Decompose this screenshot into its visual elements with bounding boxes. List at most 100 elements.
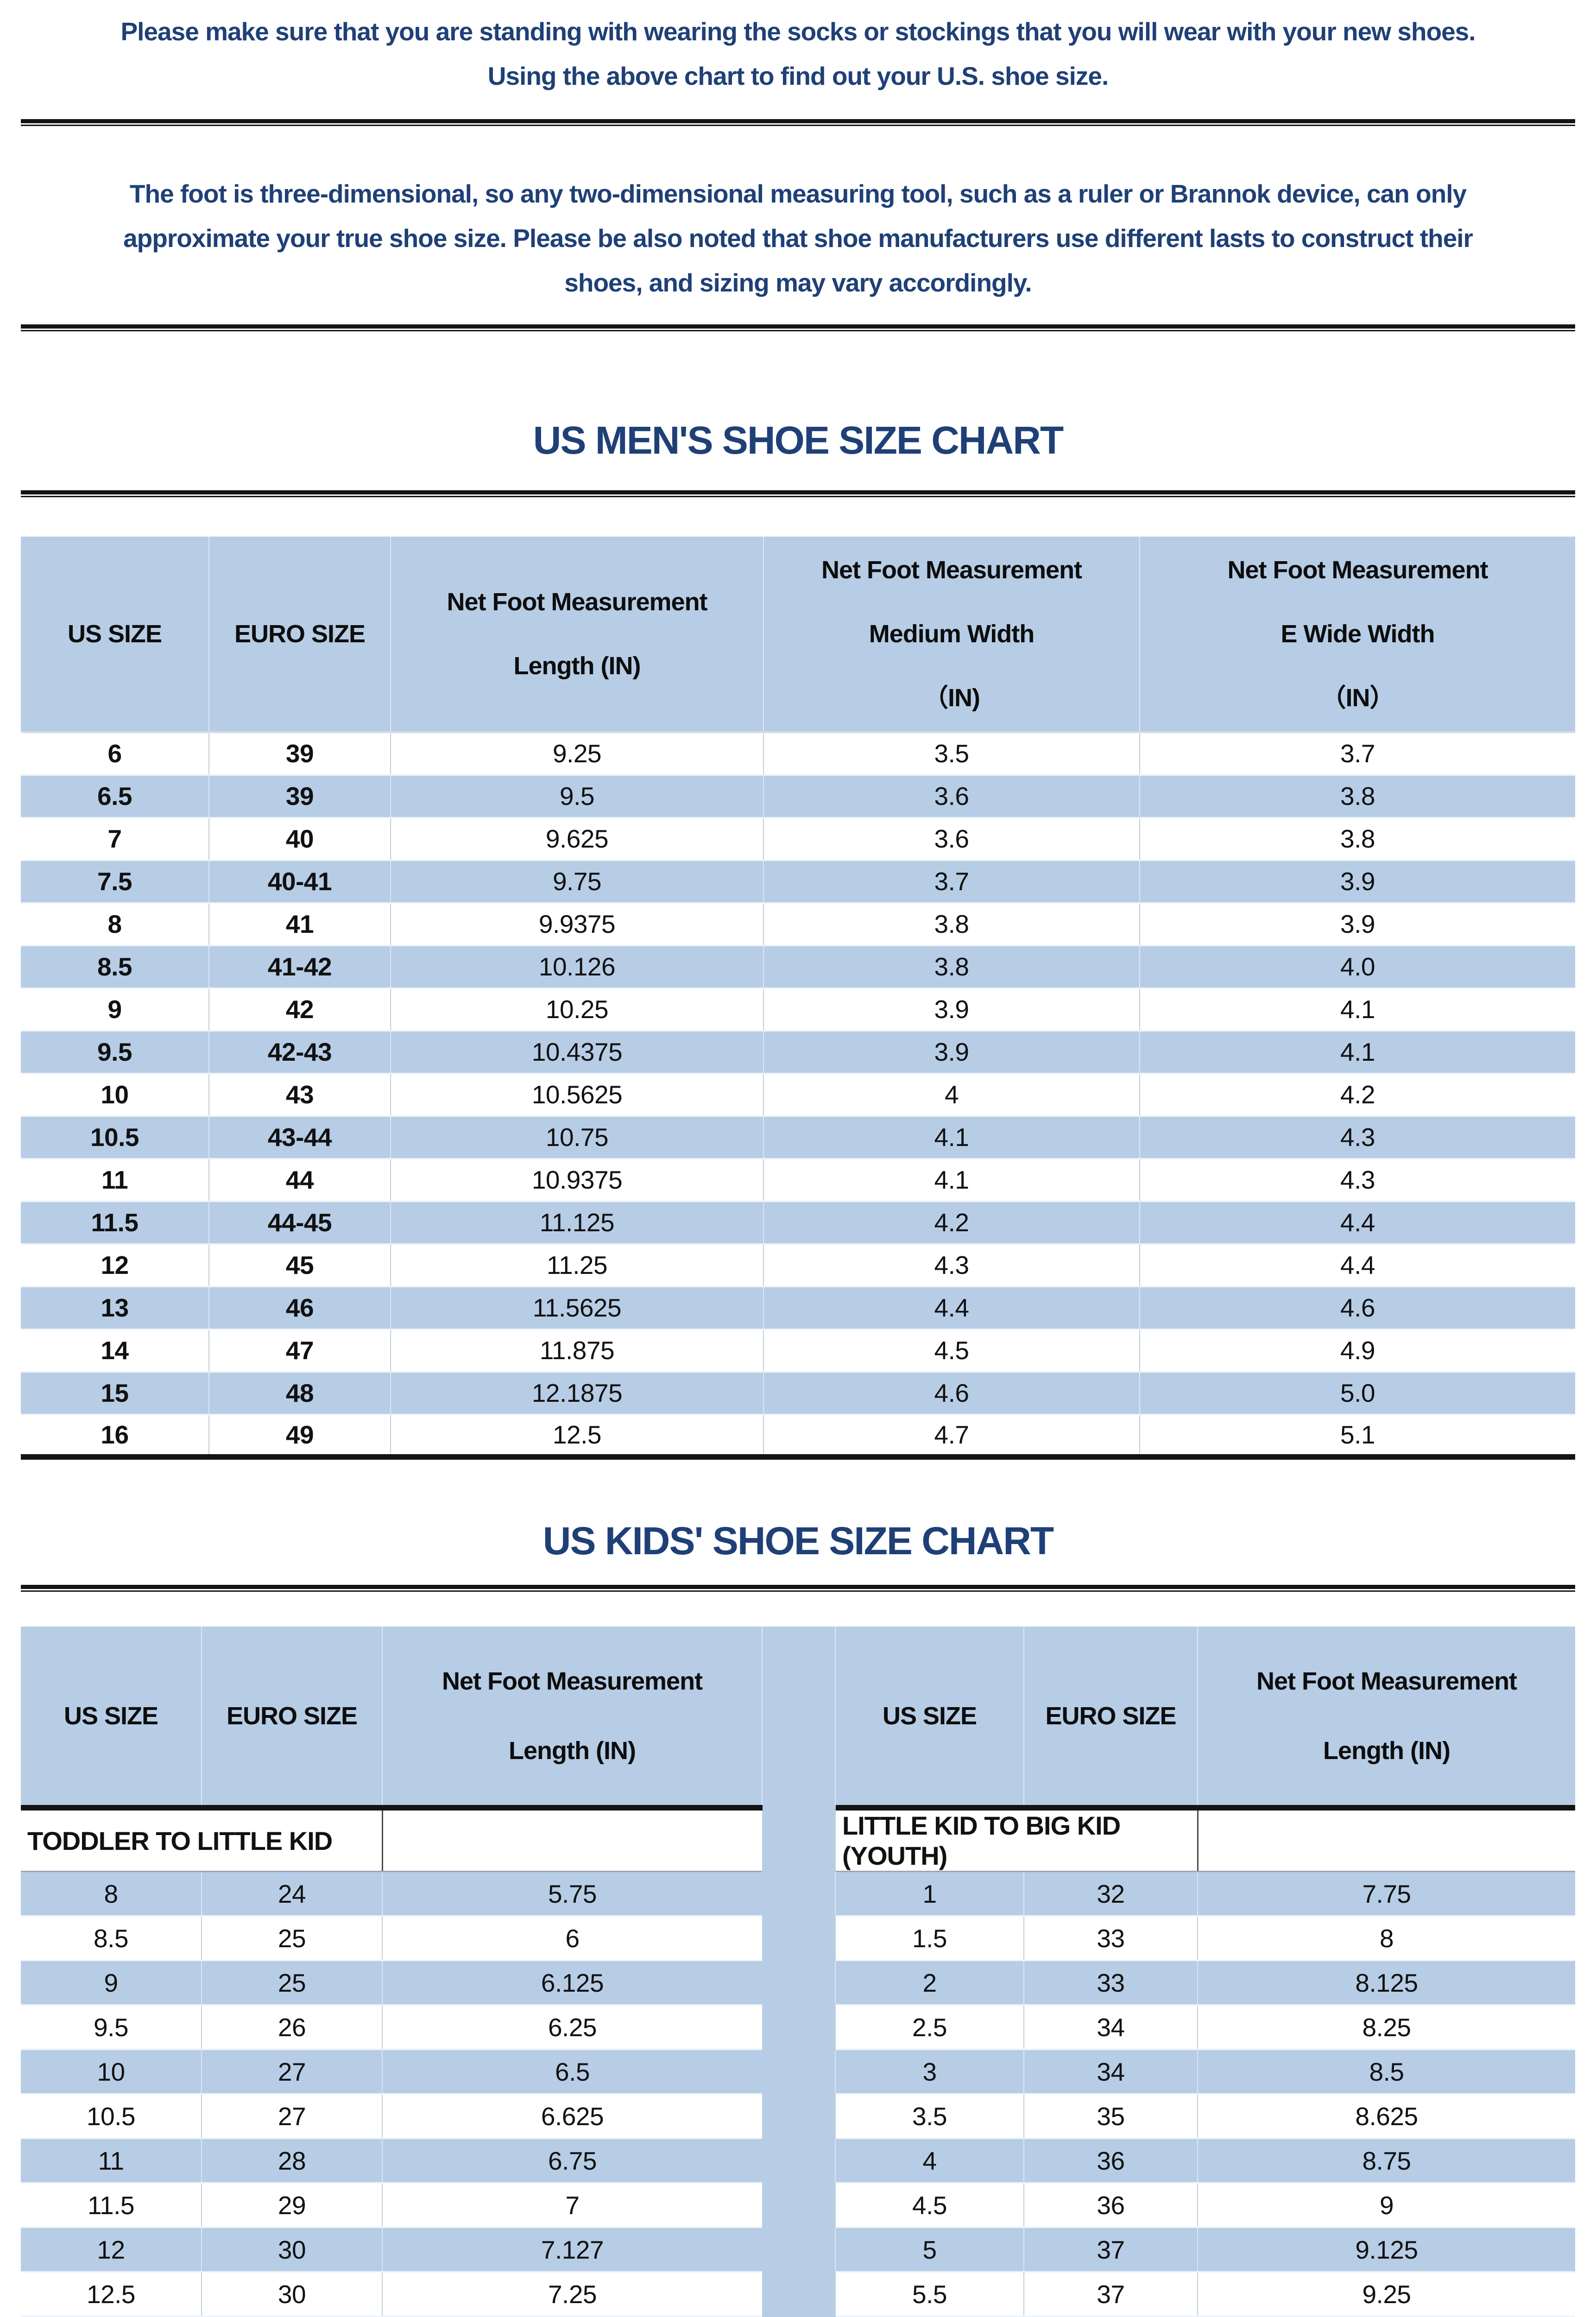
column-header: US SIZE bbox=[21, 537, 209, 733]
spacer-cell bbox=[762, 2004, 835, 2050]
table-row: 9.5 26 6.25 2.5 34 8.25 bbox=[21, 2004, 1575, 2050]
mens-chart-title: US MEN'S SHOE SIZE CHART bbox=[533, 418, 1064, 462]
table-cell bbox=[382, 1805, 762, 1872]
table-row: 10 43 10.5625 4 4.2 bbox=[21, 1072, 1575, 1116]
table-cell: 6 bbox=[382, 1915, 762, 1961]
header-line: （IN) bbox=[923, 684, 980, 712]
table-row: 7.5 40-41 9.75 3.7 3.9 bbox=[21, 859, 1575, 903]
table-cell: 9 bbox=[1197, 2182, 1575, 2228]
table-cell: 43-44 bbox=[208, 1115, 391, 1158]
table-cell: 40 bbox=[208, 817, 391, 860]
table-row: 12.5 30 7.25 5.5 37 9.25 bbox=[21, 2271, 1575, 2317]
table-cell: 33 bbox=[1023, 1915, 1198, 1961]
table-cell: 6.625 bbox=[382, 2093, 762, 2139]
divider bbox=[21, 119, 1575, 126]
table-cell: 41-42 bbox=[208, 944, 391, 988]
table-cell: 35 bbox=[1023, 2093, 1198, 2139]
table-cell: 9.5 bbox=[21, 1030, 209, 1073]
column-header: Net Foot Measurement Length (IN) bbox=[1197, 1627, 1575, 1809]
kids-table-body: TODDLER TO LITTLE KID LITTLE KID TO BIG K… bbox=[21, 1805, 1575, 2317]
table-cell: 7 bbox=[21, 817, 209, 860]
table-cell: 44-45 bbox=[208, 1200, 391, 1244]
table-cell: 14 bbox=[21, 1328, 209, 1372]
spacer-cell bbox=[762, 2227, 835, 2272]
table-cell: 6.75 bbox=[382, 2138, 762, 2183]
note-line: shoes, and sizing may vary accordingly. bbox=[564, 268, 1032, 297]
section-header-row: TODDLER TO LITTLE KID LITTLE KID TO BIG K… bbox=[21, 1805, 1575, 1872]
table-cell: 33 bbox=[1023, 1960, 1198, 2005]
table-cell: 4.6 bbox=[1139, 1285, 1575, 1329]
table-cell: 3 bbox=[835, 2049, 1024, 2094]
table-cell: 11.25 bbox=[390, 1243, 763, 1286]
table-cell: 9.9375 bbox=[390, 902, 763, 945]
header-line: （IN） bbox=[1321, 684, 1395, 712]
table-cell: 12.5 bbox=[21, 2271, 202, 2317]
column-header: Net Foot Measurement Length (IN) bbox=[382, 1627, 762, 1809]
spacer-cell bbox=[762, 1871, 835, 1916]
column-header: Net Foot Measurement Medium Width （IN) bbox=[763, 537, 1140, 733]
table-cell: 4.4 bbox=[763, 1285, 1140, 1329]
table-cell: 7.75 bbox=[1197, 1871, 1575, 1916]
table-cell: 3.8 bbox=[1139, 817, 1575, 860]
table-cell: 4.3 bbox=[1139, 1158, 1575, 1201]
mens-header-row: US SIZE EURO SIZE Net Foot Measurement Leng… bbox=[21, 537, 1575, 733]
table-cell: 4 bbox=[835, 2138, 1024, 2183]
column-header: US SIZE bbox=[21, 1627, 202, 1809]
table-cell: 10.9375 bbox=[390, 1158, 763, 1201]
divider bbox=[21, 1585, 1575, 1592]
table-row: 10.5 43-44 10.75 4.1 4.3 bbox=[21, 1115, 1575, 1158]
header-line: Net Foot Measurement bbox=[442, 1667, 703, 1695]
table-cell: 8.25 bbox=[1197, 2004, 1575, 2050]
table-cell: 7 bbox=[382, 2182, 762, 2228]
table-cell: 1 bbox=[835, 1871, 1024, 1916]
mens-size-table: US SIZE EURO SIZE Net Foot Measurement Leng… bbox=[21, 537, 1575, 1460]
spacer-cell bbox=[762, 1915, 835, 1961]
table-cell: 8 bbox=[21, 902, 209, 945]
note-line: approximate your true shoe size. Please … bbox=[123, 224, 1473, 253]
table-row: 14 47 11.875 4.5 4.9 bbox=[21, 1328, 1575, 1372]
table-cell: 8.625 bbox=[1197, 2093, 1575, 2139]
table-cell: 8.75 bbox=[1197, 2138, 1575, 2183]
table-cell: 4.3 bbox=[1139, 1115, 1575, 1158]
table-cell: 36 bbox=[1023, 2138, 1198, 2183]
table-cell: 37 bbox=[1023, 2271, 1198, 2317]
header-line: US SIZE bbox=[882, 1702, 977, 1730]
table-cell: 9.625 bbox=[390, 817, 763, 860]
table-cell: 4.2 bbox=[763, 1200, 1140, 1244]
spacer-cell bbox=[762, 2093, 835, 2139]
column-header: Net Foot Measurement E Wide Width （IN） bbox=[1139, 537, 1575, 733]
spacer-cell bbox=[762, 2049, 835, 2094]
table-cell: 3.8 bbox=[763, 944, 1140, 988]
table-cell: 25 bbox=[201, 1915, 382, 1961]
table-cell: 7.25 bbox=[382, 2271, 762, 2317]
table-cell: 15 bbox=[21, 1371, 209, 1414]
spacer-column-header bbox=[762, 1627, 835, 1809]
header-line: Net Foot Measurement bbox=[821, 556, 1082, 584]
table-row: 6.5 39 9.5 3.6 3.8 bbox=[21, 774, 1575, 817]
table-cell: 45 bbox=[208, 1243, 391, 1286]
spacer-cell bbox=[762, 2182, 835, 2228]
table-cell: 9.125 bbox=[1197, 2227, 1575, 2272]
table-cell: 28 bbox=[201, 2138, 382, 2183]
table-cell: 10.5625 bbox=[390, 1072, 763, 1116]
table-cell: 8.5 bbox=[1197, 2049, 1575, 2094]
table-row: 9 42 10.25 3.9 4.1 bbox=[21, 987, 1575, 1031]
header-line: Length (IN) bbox=[509, 1736, 636, 1765]
table-cell: 8.5 bbox=[21, 944, 209, 988]
table-cell: 42 bbox=[208, 987, 391, 1031]
table-cell: 29 bbox=[201, 2182, 382, 2228]
kids-size-table: US SIZE EURO SIZE Net Foot Measurement Leng… bbox=[21, 1627, 1575, 2317]
table-cell: 11.5 bbox=[21, 2182, 202, 2228]
table-cell: 3.7 bbox=[1139, 731, 1575, 775]
header-line: Length (IN) bbox=[513, 652, 641, 680]
table-cell: 27 bbox=[201, 2093, 382, 2139]
table-row: 11.5 44-45 11.125 4.2 4.4 bbox=[21, 1200, 1575, 1244]
table-cell: 11.5 bbox=[21, 1200, 209, 1244]
table-cell: 9.75 bbox=[390, 859, 763, 903]
note-socks: Please make sure that you are standing w… bbox=[44, 9, 1552, 98]
table-cell: 6.25 bbox=[382, 2004, 762, 2050]
table-cell: 9.25 bbox=[390, 731, 763, 775]
table-cell: 27 bbox=[201, 2049, 382, 2094]
table-cell: 5 bbox=[835, 2227, 1024, 2272]
table-cell: 1.5 bbox=[835, 1915, 1024, 1961]
